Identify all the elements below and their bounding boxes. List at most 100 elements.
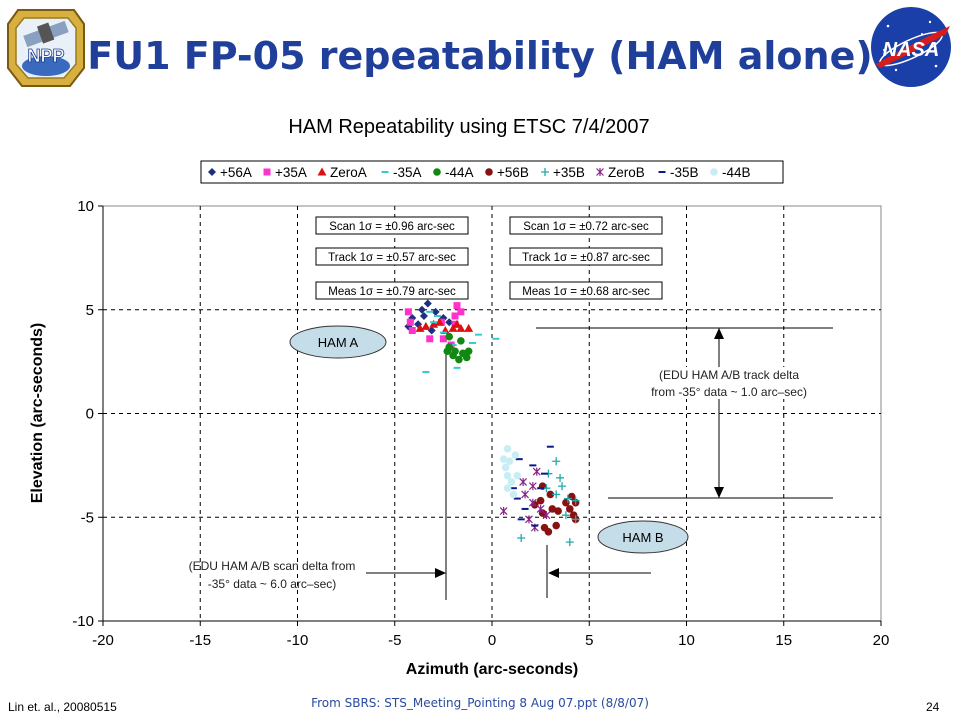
stat-box-1: Scan 1σ = ±0.96 arc-sec	[315, 216, 469, 235]
series-m35B	[509, 445, 554, 527]
legend-label: -35B	[670, 165, 699, 180]
scan-delta-text: (EDU HAM A/B scan delta from -35° data ~…	[189, 559, 356, 591]
x-tick-label: -5	[388, 632, 401, 649]
x-tick-label: 20	[873, 632, 890, 649]
legend-label: +56B	[497, 165, 529, 180]
y-tick-label: -5	[81, 509, 94, 526]
data-point	[448, 323, 458, 332]
y-axis-label: Elevation (arc-seconds)	[29, 323, 46, 504]
data-point	[427, 326, 436, 335]
npp-logo: NPP	[4, 6, 88, 95]
legend-label: -35A	[393, 165, 422, 180]
data-point	[431, 307, 440, 316]
legend-marker	[596, 168, 604, 176]
data-point	[456, 323, 466, 332]
legend-label: -44B	[722, 165, 751, 180]
ham-a-text: HAM A	[318, 335, 359, 350]
data-point	[552, 457, 561, 466]
legend-label: +35A	[275, 165, 307, 180]
ham-b-text: HAM B	[622, 530, 663, 545]
x-tick-label: 15	[775, 632, 792, 649]
legend-marker	[317, 167, 327, 176]
data-point	[511, 451, 520, 459]
data-point	[445, 332, 454, 341]
data-point	[554, 507, 562, 515]
data-point	[517, 534, 526, 542]
stat-box-3-label: Meas 1σ = ±0.79 arc-sec	[328, 286, 456, 298]
data-point	[434, 317, 444, 326]
x-tick-label: -20	[92, 632, 114, 649]
data-point	[536, 504, 545, 513]
data-point	[507, 478, 516, 486]
data-point	[503, 471, 512, 480]
stat-box-5-label: Track 1σ = ±0.87 arc-sec	[522, 252, 650, 264]
x-tick-label: -15	[189, 632, 211, 649]
stat-box-6: Meas 1σ = ±0.68 arc-sec	[509, 281, 663, 300]
data-point	[415, 323, 425, 332]
data-point	[426, 335, 434, 343]
data-point	[429, 319, 439, 328]
legend-label: +56A	[220, 165, 252, 180]
page-number: 24	[926, 700, 940, 714]
legend-label: +35B	[553, 165, 585, 180]
scan-delta-line-2: -35° data ~ 6.0 arc–sec)	[208, 577, 337, 591]
data-point	[571, 515, 580, 524]
series-m35A	[422, 310, 500, 373]
data-point	[505, 457, 514, 466]
chart-title: HAM Repeatability using ETSC 7/4/2007	[288, 116, 649, 138]
data-point	[499, 455, 508, 463]
legend: +56A +35A ZeroA -35A -44A +56B +35B ZeroB -35B -4…	[208, 165, 751, 180]
data-point	[449, 351, 457, 360]
data-point	[552, 521, 560, 530]
data-point	[556, 473, 565, 482]
data-point	[457, 308, 465, 316]
ham-b-label: HAM B	[597, 520, 689, 554]
data-point	[404, 308, 412, 316]
data-point	[419, 311, 428, 320]
series-m44B	[499, 444, 522, 499]
y-tick-label: 0	[86, 406, 94, 423]
data-point	[503, 444, 512, 453]
data-point	[561, 511, 570, 520]
legend-marker	[710, 168, 718, 176]
slide-title: FU1 FP-05 repeatability (HAM alone)	[87, 34, 873, 78]
data-point	[566, 505, 574, 513]
stat-box-1-label: Scan 1σ = ±0.96 arc-sec	[329, 221, 455, 233]
data-point	[552, 490, 561, 499]
legend-label: ZeroB	[608, 165, 645, 180]
data-point	[546, 490, 555, 499]
data-point	[548, 505, 557, 513]
stat-box-4: Scan 1σ = ±0.72 arc-sec	[509, 216, 663, 235]
data-point	[417, 305, 426, 314]
stat-box-3: Meas 1σ = ±0.79 arc-sec	[315, 281, 469, 300]
legend-marker	[208, 168, 216, 176]
x-tick-label: 0	[488, 632, 496, 649]
data-point	[462, 353, 471, 362]
stat-box-4-label: Scan 1σ = ±0.72 arc-sec	[523, 221, 649, 233]
track-delta-text: (EDU HAM A/B track delta from -35° data …	[632, 367, 826, 399]
track-delta-line-1: (EDU HAM A/B track delta	[659, 368, 799, 382]
y-tick-label: 5	[86, 302, 94, 319]
nasa-logo-text: NASA	[883, 39, 940, 61]
data-point	[542, 511, 551, 520]
data-point	[536, 496, 545, 505]
legend-label: -44A	[445, 165, 474, 180]
y-tick-label: 10	[77, 198, 94, 215]
scan-delta-line-1: (EDU HAM A/B scan delta from	[189, 559, 356, 573]
data-point	[423, 299, 432, 308]
data-point	[455, 355, 463, 364]
legend-label: ZeroA	[330, 165, 367, 180]
scan-delta-annotation	[366, 350, 651, 600]
x-tick-label: 5	[585, 632, 593, 649]
x-axis-ticks: -20 -15 -10 -5 0 5 10 15 20	[92, 620, 890, 649]
data-point	[521, 490, 529, 499]
x-axis-label: Azimuth (arc-seconds)	[406, 661, 578, 678]
data-point	[408, 327, 416, 334]
data-points	[404, 299, 580, 547]
data-point	[528, 498, 537, 507]
data-point	[443, 347, 452, 356]
data-point	[503, 484, 512, 493]
data-point	[451, 312, 459, 320]
track-delta-line-2: from -35° data ~ 1.0 arc–sec)	[651, 385, 807, 399]
legend-marker	[433, 168, 441, 176]
